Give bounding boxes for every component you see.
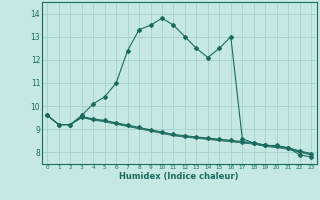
- X-axis label: Humidex (Indice chaleur): Humidex (Indice chaleur): [119, 172, 239, 181]
